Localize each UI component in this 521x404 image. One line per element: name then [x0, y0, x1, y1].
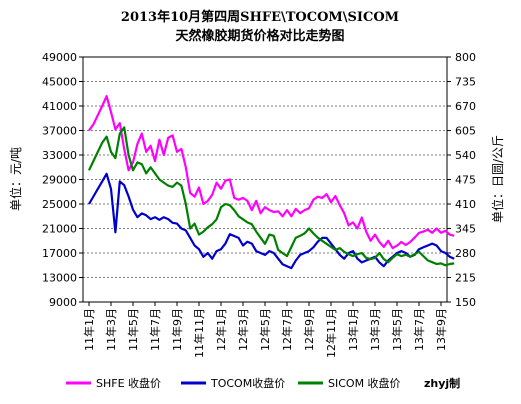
x-tick-label: 13年1月 [346, 308, 360, 351]
right-tick-label: 150 [455, 296, 476, 309]
left-tick-label: 45000 [42, 76, 77, 89]
x-tick-label: 12年11月 [324, 308, 338, 358]
x-tick-label: 12年1月 [214, 308, 228, 351]
left-tick-label: 25000 [42, 198, 77, 211]
right-tick-label: 475 [455, 174, 476, 187]
y-axis-label-left: 单位：元/吨 [8, 147, 23, 211]
legend-label-shfe: SHFE 收盘价 [96, 376, 161, 390]
x-tick-label: 13年9月 [434, 308, 448, 351]
right-tick-label: 800 [455, 51, 476, 64]
legend-label-tocom: TOCOM收盘价 [210, 376, 285, 390]
right-tick-label: 345 [455, 223, 476, 236]
left-tick-label: 13000 [42, 272, 77, 285]
left-tick-label: 9000 [49, 296, 77, 309]
x-tick-label: 11年1月 [82, 308, 96, 351]
x-tick-label: 13年3月 [368, 308, 382, 351]
left-tick-label: 37000 [42, 125, 77, 138]
y-axis-label-right: 单位：日圆/公斤 [490, 135, 505, 223]
left-tick-label: 33000 [42, 149, 77, 162]
right-axis: 150 215 280 345 410 475 540 605 670 735 800 [447, 51, 476, 309]
left-tick-label: 41000 [42, 100, 77, 113]
legend: SHFE 收盘价 TOCOM收盘价 SICOM 收盘价 zhyj制 [66, 376, 460, 390]
grid [83, 81, 447, 278]
left-tick-label: 49000 [42, 51, 77, 64]
left-tick-label: 29000 [42, 174, 77, 187]
right-tick-label: 410 [455, 198, 476, 211]
legend-label-sicom: SICOM 收盘价 [328, 376, 401, 390]
left-axis: 9000 13000 17000 21000 25000 29000 33000 37000 4… [42, 51, 83, 309]
x-tick-label: 11年3月 [104, 308, 118, 351]
right-tick-label: 540 [455, 149, 476, 162]
x-tick-label: 12年9月 [302, 308, 316, 351]
x-tick-label: 11年5月 [126, 308, 140, 351]
left-tick-label: 21000 [42, 223, 77, 236]
chart-title: 2013年10月第四周SHFE\TOCOM\SICOM [121, 9, 399, 25]
x-tick-label: 11年7月 [148, 308, 162, 351]
right-tick-label: 605 [455, 125, 476, 138]
x-tick-label: 12年7月 [280, 308, 294, 351]
right-tick-label: 735 [455, 76, 476, 89]
x-tick-label: 12年5月 [258, 308, 272, 351]
chart-subtitle: 天然橡胶期货价格对比走势图 [175, 28, 344, 44]
x-tick-label: 13年5月 [390, 308, 404, 351]
right-tick-label: 280 [455, 247, 476, 260]
series-layer [88, 95, 455, 270]
left-tick-label: 17000 [42, 247, 77, 260]
series-line-shfe [88, 95, 455, 250]
right-tick-label: 670 [455, 100, 476, 113]
x-tick-label: 12年3月 [236, 308, 250, 351]
x-axis: 11年1月 11年3月 11年5月 11年7月 11年9月 11年11月 12年1月 12年3… [82, 302, 448, 358]
right-tick-label: 215 [455, 272, 476, 285]
series-line-sicom [88, 126, 455, 267]
watermark: zhyj制 [424, 376, 460, 390]
x-tick-label: 11年11月 [192, 308, 206, 358]
x-tick-label: 11年9月 [170, 308, 184, 351]
x-tick-label: 13年7月 [412, 308, 426, 351]
